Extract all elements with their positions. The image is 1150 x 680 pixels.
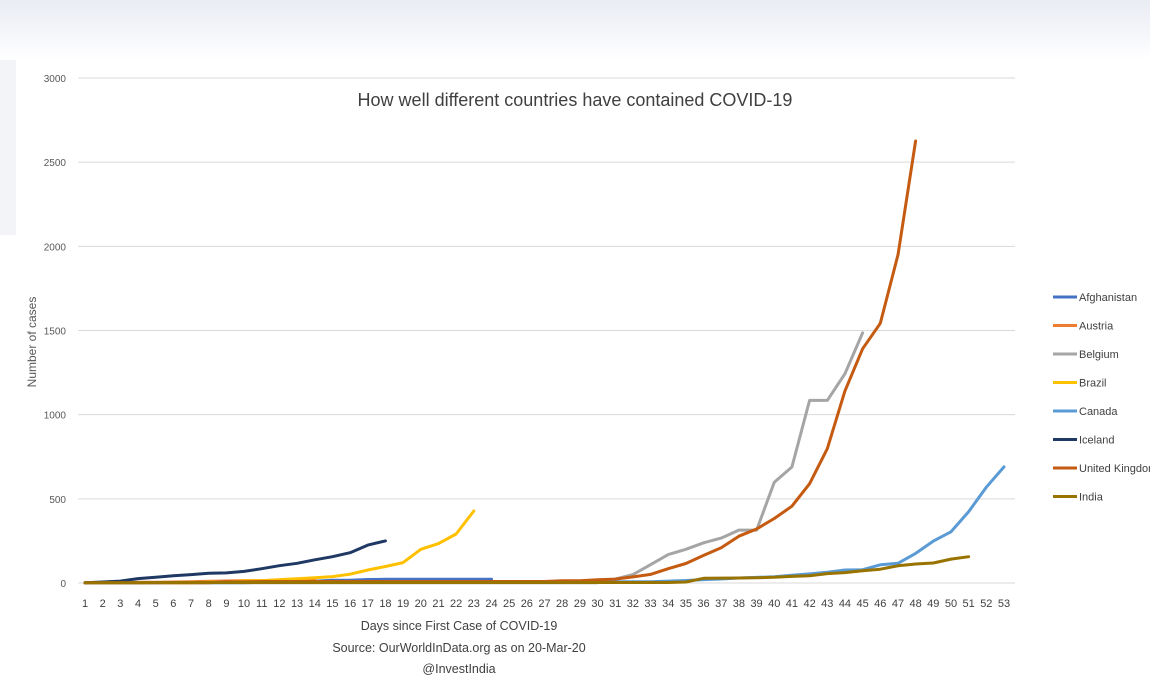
x-tick-label: 36 [697,598,709,610]
x-tick-label: 50 [945,598,957,610]
series-line-brazil [83,509,476,585]
legend-label: Brazil [1079,378,1107,390]
x-tick-label: 27 [538,598,550,610]
legend-label: United Kingdom [1079,463,1150,475]
x-tick-label: 46 [874,598,886,610]
y-tick-label: 1500 [44,327,67,338]
y-tick-label: 2000 [44,242,67,253]
y-axis-label: Number of cases [25,297,39,388]
x-tick-label: 37 [715,598,727,610]
x-tick-label: 32 [627,598,639,610]
legend-label: Afghanistan [1079,292,1137,304]
y-tick-labels: 0 500 1000 1500 2000 2500 3000 [44,74,67,590]
x-tick-label: 47 [892,598,904,610]
x-tick-label: 19 [397,598,409,610]
x-tick-label: 41 [786,598,798,610]
x-tick-label: 34 [662,598,674,610]
x-tick-label: 22 [450,598,462,610]
series-line-iceland [83,539,387,585]
x-tick-label: 39 [750,598,762,610]
series-line-belgium [83,331,865,585]
x-tick-label: 35 [680,598,692,610]
x-tick-label: 51 [963,598,975,610]
legend-label: Canada [1079,406,1118,418]
y-tick-label: 2500 [44,158,67,169]
x-tick-label: 45 [856,598,868,610]
x-tick-labels: 1 2 3 4 5 6 7 8 9 10 11 12 13 14 15 16 17 18 19 20 21 22 23 24 2… [82,598,1010,610]
chart-title: How well different countries have contai… [358,90,793,110]
legend-label: Belgium [1079,349,1119,361]
legend-label: Austria [1079,321,1114,333]
x-tick-label: 8 [206,598,212,610]
x-tick-label: 20 [415,598,427,610]
x-tick-label: 15 [326,598,338,610]
x-tick-label: 12 [273,598,285,610]
y-tick-label: 3000 [44,74,67,85]
x-tick-label: 18 [379,598,391,610]
x-tick-label: 17 [362,598,374,610]
series-line-canada [83,465,1006,585]
x-tick-label: 26 [521,598,533,610]
x-tick-label: 49 [927,598,939,610]
x-tick-label: 16 [344,598,356,610]
x-tick-label: 40 [768,598,780,610]
x-tick-label: 30 [591,598,603,610]
x-tick-label: 21 [432,598,444,610]
x-tick-label: 29 [574,598,586,610]
x-tick-label: 1 [82,598,88,610]
legend-item: Brazil [1053,378,1107,390]
legend-item: India [1053,492,1104,504]
x-tick-label: 13 [291,598,303,610]
x-tick-label: 23 [468,598,480,610]
x-tick-label: 48 [910,598,922,610]
x-tick-label: 24 [485,598,497,610]
series-line-united-kingdom [83,139,918,585]
x-tick-label: 7 [188,598,194,610]
x-axis-label: Days since First Case of COVID-19 [361,619,558,633]
legend-item: Austria [1053,321,1114,333]
x-tick-label: 42 [803,598,815,610]
x-tick-label: 4 [135,598,141,610]
x-tick-label: 52 [980,598,992,610]
legend-item: Iceland [1053,435,1114,447]
x-tick-label: 33 [644,598,656,610]
y-tick-label: 1000 [44,411,67,422]
x-tick-label: 28 [556,598,568,610]
left-edge-band [0,60,16,235]
header-band [0,0,1150,60]
x-tick-label: 14 [309,598,321,610]
x-tick-label: 44 [839,598,851,610]
legend-item: Belgium [1053,349,1119,361]
x-tick-label: 43 [821,598,833,610]
legend-item: Afghanistan [1053,292,1137,304]
x-tick-label: 10 [238,598,250,610]
x-tick-label: 11 [256,598,267,610]
series-line-india [83,555,971,585]
x-tick-label: 6 [170,598,176,610]
x-tick-label: 31 [609,598,621,610]
x-tick-label: 53 [998,598,1010,610]
credit-handle: @InvestIndia [422,662,495,675]
y-tick-label: 0 [60,579,66,590]
legend-label: Iceland [1079,435,1114,447]
legend: Afghanistan Austria Belgium Brazil Canada Ice… [1053,292,1150,504]
source-note: Source: OurWorldInData.org as on 20-Mar-… [332,641,585,655]
legend-item: United Kingdom [1053,463,1150,475]
x-tick-label: 9 [223,598,229,610]
x-tick-label: 5 [153,598,159,610]
legend-label: India [1079,492,1104,504]
x-tick-label: 2 [100,598,106,610]
x-tick-label: 38 [733,598,745,610]
x-tick-label: 25 [503,598,515,610]
series-lines [83,139,1006,585]
y-tick-label: 500 [49,495,66,506]
x-tick-label: 3 [117,598,123,610]
legend-item: Canada [1053,406,1118,418]
